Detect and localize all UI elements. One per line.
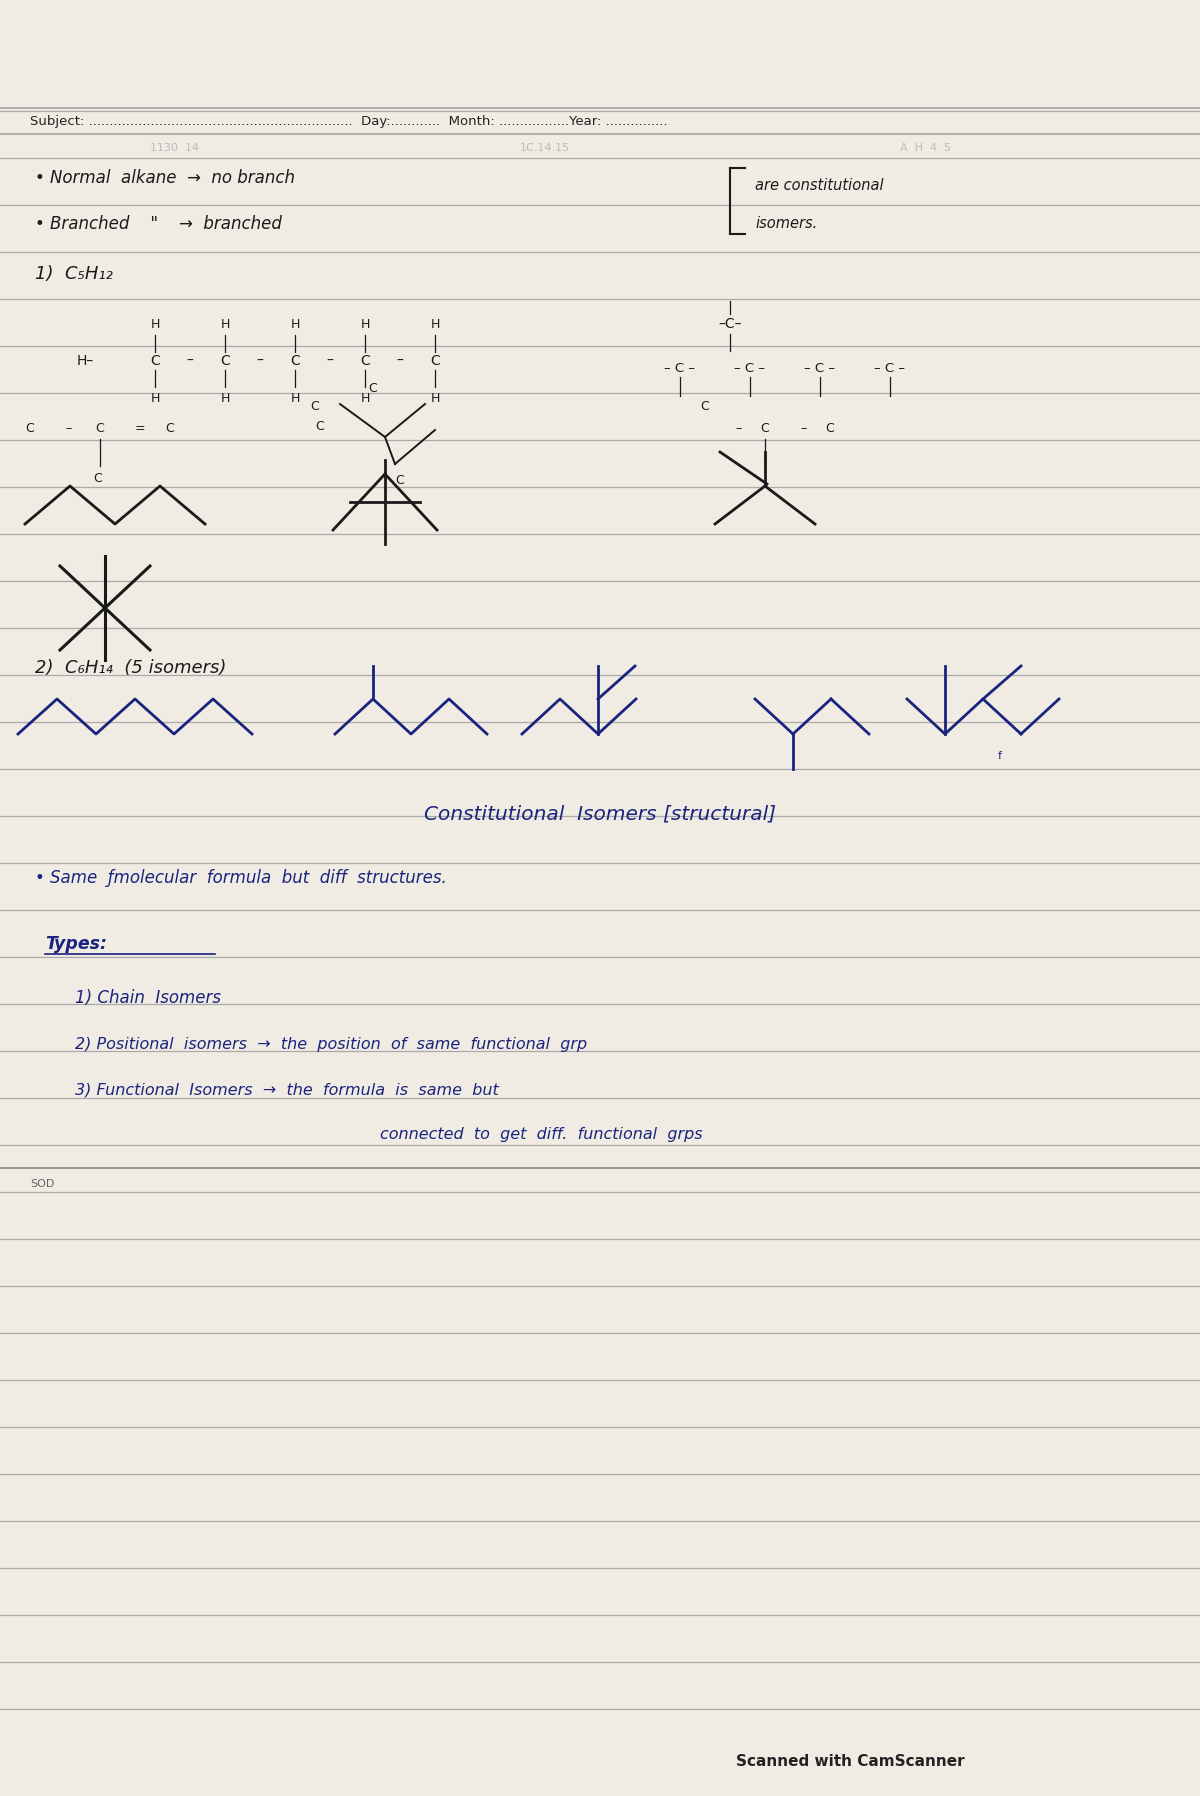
Text: H: H bbox=[360, 318, 370, 330]
Text: C: C bbox=[95, 422, 103, 435]
Text: C: C bbox=[430, 354, 440, 368]
Text: –: – bbox=[186, 354, 193, 368]
Text: C: C bbox=[94, 472, 102, 485]
Text: isomers.: isomers. bbox=[755, 217, 817, 232]
Text: C: C bbox=[826, 422, 834, 435]
Text: 1) Chain  Isomers: 1) Chain Isomers bbox=[74, 990, 221, 1008]
Text: –: – bbox=[800, 422, 806, 435]
Text: –: – bbox=[734, 422, 742, 435]
Text: C: C bbox=[395, 474, 403, 487]
Text: Types:: Types: bbox=[46, 936, 107, 954]
Text: H: H bbox=[360, 392, 370, 404]
Text: H: H bbox=[290, 318, 300, 330]
Text: Subject: ................................................................  Day:.: Subject: ...............................… bbox=[30, 115, 667, 128]
Text: H: H bbox=[221, 318, 229, 330]
Text: H–: H– bbox=[77, 354, 94, 368]
Text: H: H bbox=[431, 318, 439, 330]
Text: A  H  4  5: A H 4 5 bbox=[900, 144, 952, 153]
Text: C: C bbox=[360, 354, 370, 368]
Text: • Branched    "    →  branched: • Branched " → branched bbox=[35, 216, 282, 233]
Text: 1C.14.15: 1C.14.15 bbox=[520, 144, 570, 153]
Text: Scanned with CamScanner: Scanned with CamScanner bbox=[736, 1753, 965, 1769]
Text: • Normal  alkane  →  no branch: • Normal alkane → no branch bbox=[35, 169, 295, 187]
Text: 1130  14: 1130 14 bbox=[150, 144, 199, 153]
Text: – C –: – C – bbox=[804, 361, 835, 375]
Text: H: H bbox=[221, 392, 229, 404]
Text: 2)  C₆H₁₄  (5 isomers): 2) C₆H₁₄ (5 isomers) bbox=[35, 659, 227, 677]
Text: SOD: SOD bbox=[30, 1178, 54, 1189]
Text: 2) Positional  isomers  →  the  position  of  same  functional  grp: 2) Positional isomers → the position of … bbox=[74, 1036, 587, 1051]
Text: C: C bbox=[760, 422, 769, 435]
Text: H: H bbox=[290, 392, 300, 404]
Text: – C –: – C – bbox=[665, 361, 696, 375]
Text: –C–: –C– bbox=[719, 318, 742, 330]
Text: C: C bbox=[150, 354, 160, 368]
Text: –: – bbox=[257, 354, 264, 368]
Text: • Same  ƒmolecular  formula  but  diff  structures.: • Same ƒmolecular formula but diff struc… bbox=[35, 869, 446, 887]
Text: =: = bbox=[134, 422, 145, 435]
Text: C: C bbox=[368, 381, 377, 395]
Text: – C –: – C – bbox=[734, 361, 766, 375]
Text: C: C bbox=[290, 354, 300, 368]
Text: C: C bbox=[166, 422, 174, 435]
Text: connected  to  get  diff.  functional  grps: connected to get diff. functional grps bbox=[380, 1126, 703, 1142]
Text: f: f bbox=[998, 751, 1002, 762]
Text: C: C bbox=[310, 399, 319, 413]
Text: –: – bbox=[65, 422, 71, 435]
Text: 1)  C₅H₁₂: 1) C₅H₁₂ bbox=[35, 266, 113, 284]
Text: C: C bbox=[314, 420, 324, 433]
Text: C: C bbox=[700, 399, 709, 413]
Text: C: C bbox=[220, 354, 230, 368]
Text: –: – bbox=[326, 354, 334, 368]
Text: H: H bbox=[150, 392, 160, 404]
Text: – C –: – C – bbox=[875, 361, 906, 375]
Text: H: H bbox=[150, 318, 160, 330]
Text: Constitutional  Isomers [structural]: Constitutional Isomers [structural] bbox=[424, 805, 776, 824]
Text: –: – bbox=[396, 354, 403, 368]
Text: C: C bbox=[25, 422, 34, 435]
Text: H: H bbox=[431, 392, 439, 404]
Text: 3) Functional  Isomers  →  the  formula  is  same  but: 3) Functional Isomers → the formula is s… bbox=[74, 1083, 499, 1097]
Text: are constitutional: are constitutional bbox=[755, 178, 883, 194]
